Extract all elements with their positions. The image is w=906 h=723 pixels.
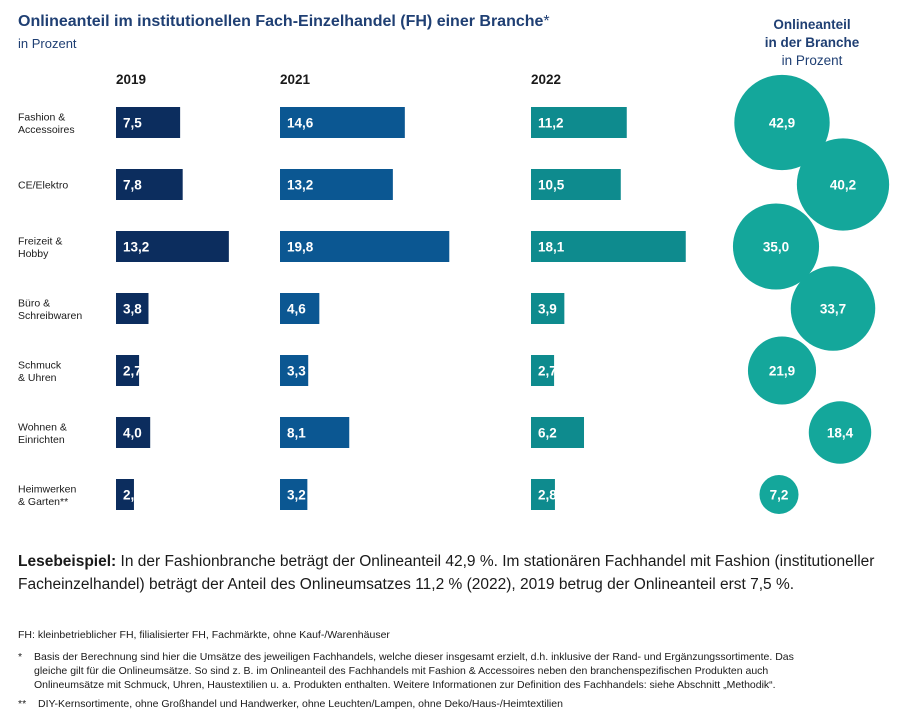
bar-2022 <box>531 107 627 138</box>
bar-2019 <box>116 479 134 510</box>
bar-2021 <box>280 417 350 448</box>
bar-2022 <box>531 417 585 448</box>
bar-2019 <box>116 355 140 386</box>
bar-value-label: 8,1 <box>287 426 306 441</box>
bar-value-label: 18,1 <box>538 240 565 255</box>
category-label: Büro & <box>18 297 50 309</box>
branche-share-bubble <box>759 474 799 515</box>
bar-2019 <box>116 107 181 138</box>
branche-header-line3: in Prozent <box>781 53 843 68</box>
branche-header-line2: in der Branche <box>764 35 860 50</box>
branche-share-label: 7,2 <box>770 488 789 503</box>
bar-value-label: 2,8 <box>538 488 557 503</box>
bar-2021 <box>280 231 450 262</box>
bar-value-label: 2,1 <box>123 488 142 503</box>
branche-share-bubble <box>790 266 876 351</box>
bar-value-label: 7,8 <box>123 178 142 193</box>
bar-value-label: 10,5 <box>538 178 565 193</box>
category-label: Heimwerken <box>18 483 77 495</box>
bar-value-label: 6,2 <box>538 426 557 441</box>
branche-share-label: 21,9 <box>769 364 795 379</box>
bar-2021 <box>280 169 393 200</box>
bar-2022 <box>531 169 621 200</box>
branche-share-label: 33,7 <box>820 302 846 317</box>
bar-value-label: 2,7 <box>123 364 142 379</box>
bar-value-label: 13,2 <box>123 240 149 255</box>
bar-value-label: 3,9 <box>538 302 557 317</box>
bar-value-label: 4,0 <box>123 426 142 441</box>
bar-2022 <box>531 293 565 324</box>
reading-example-text: In der Fashionbranche beträgt der Online… <box>18 553 875 593</box>
bar-value-label: 3,2 <box>287 488 306 503</box>
category-label: Wohnen & <box>18 421 67 433</box>
branche-share-bubble <box>808 401 872 464</box>
branche-share-bubble <box>747 336 817 405</box>
branche-share-bubble <box>732 203 820 290</box>
footnote-fh: FH: kleinbetrieblicher FH, filialisierte… <box>18 629 390 641</box>
bar-2022 <box>531 231 686 262</box>
bar-value-label: 2,7 <box>538 364 557 379</box>
reading-example: Lesebeispiel: In der Fashionbranche betr… <box>18 550 878 596</box>
bar-value-label: 13,2 <box>287 178 313 193</box>
footnote-star-mark: * <box>18 651 23 663</box>
footnote-double-star-text: DIY-Kernsortimente, ohne Großhandel und … <box>38 698 563 710</box>
category-label: Schreibwaren <box>18 310 82 322</box>
footnote-double-star: ** DIY-Kernsortimente, ohne Großhandel u… <box>18 697 878 711</box>
bar-2021 <box>280 479 308 510</box>
branche-header-line1: Onlineanteil <box>773 17 851 32</box>
bar-value-label: 4,6 <box>287 302 306 317</box>
category-label: Einrichten <box>18 434 65 446</box>
bar-2021 <box>280 293 320 324</box>
branche-share-label: 35,0 <box>763 240 789 255</box>
bar-2019 <box>116 231 229 262</box>
bar-2019 <box>116 169 183 200</box>
bar-2019 <box>116 293 149 324</box>
branche-share-bubble <box>734 74 830 171</box>
chart-title: Onlineanteil im institutionellen Fach-Ei… <box>18 13 550 30</box>
branche-share-bubble <box>796 138 890 231</box>
bar-2019 <box>116 417 151 448</box>
bar-2021 <box>280 107 405 138</box>
bar-value-label: 7,5 <box>123 116 142 131</box>
title-footnote-mark: * <box>543 13 550 30</box>
bar-2022 <box>531 479 555 510</box>
category-label: & Uhren <box>18 372 57 384</box>
bar-value-label: 3,8 <box>123 302 142 317</box>
bar-2021 <box>280 355 309 386</box>
bar-value-label: 14,6 <box>287 116 314 131</box>
year-header-2021: 2021 <box>280 72 311 87</box>
branche-share-header: Onlineanteil in der Branche in Prozent <box>742 16 882 70</box>
bar-value-label: 19,8 <box>287 240 314 255</box>
branche-share-label: 42,9 <box>769 116 795 131</box>
bar-value-label: 3,3 <box>287 364 306 379</box>
bar-2022 <box>531 355 555 386</box>
category-label: Schmuck <box>18 359 62 371</box>
category-label: Hobby <box>18 248 49 260</box>
footnote-star: * Basis der Berechnung sind hier die Ums… <box>18 650 808 692</box>
category-label: Accessoires <box>18 124 75 136</box>
bar-chart: 2019 2021 2022 Fashion &Accessoires CE/Elekt… <box>18 72 890 515</box>
footnote-double-star-mark: ** <box>18 698 27 710</box>
category-label: Freizeit & <box>18 235 62 247</box>
category-label: CE/Elektro <box>18 180 68 192</box>
footnote-star-text: Basis der Berechnung sind hier die Umsät… <box>34 651 794 691</box>
category-label: & Garten** <box>18 496 68 508</box>
category-label: Fashion & <box>18 111 65 123</box>
branche-share-label: 18,4 <box>827 426 854 441</box>
chart-subtitle: in Prozent <box>18 36 77 51</box>
reading-example-label: Lesebeispiel: <box>18 553 117 570</box>
year-header-2022: 2022 <box>531 72 561 87</box>
branche-share-label: 40,2 <box>830 178 856 193</box>
year-header-2019: 2019 <box>116 72 146 87</box>
bar-value-label: 11,2 <box>538 116 564 131</box>
